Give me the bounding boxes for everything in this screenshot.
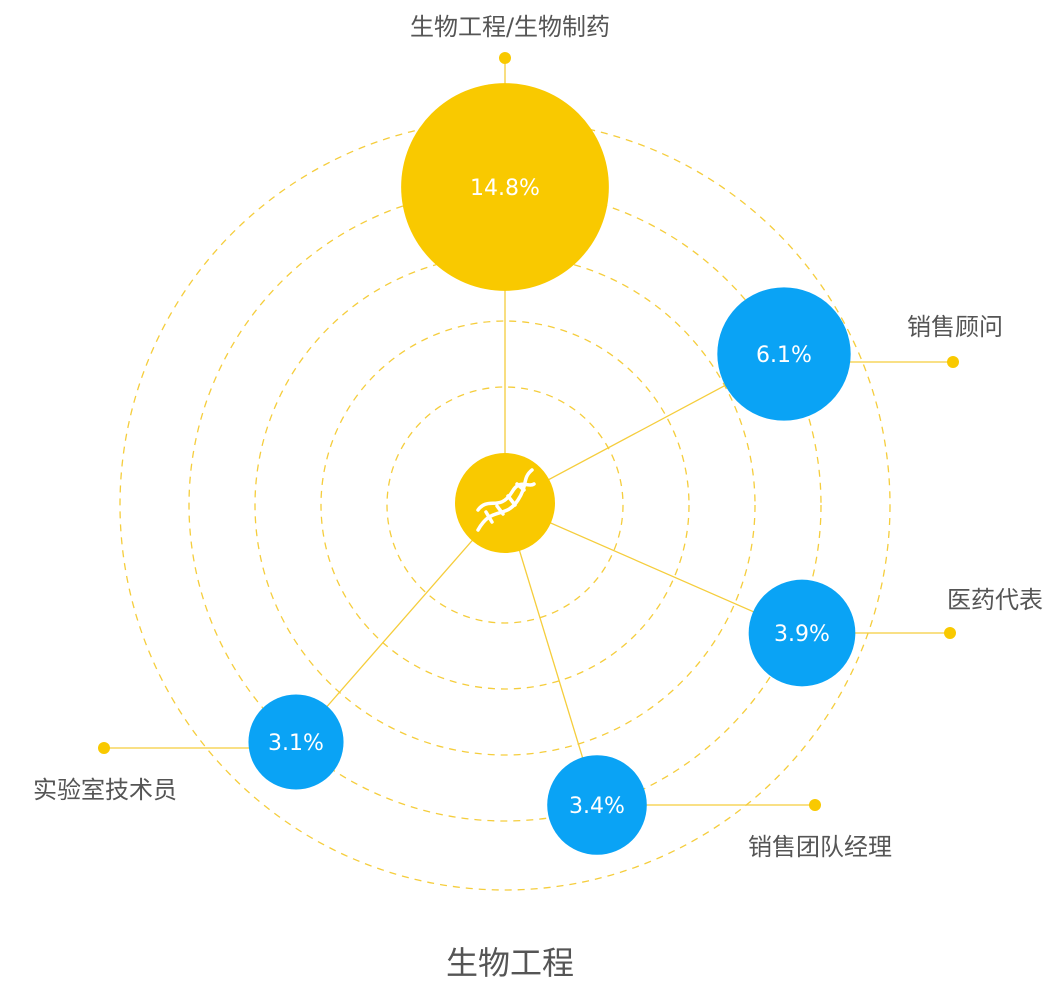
bubble xyxy=(748,579,856,687)
center-icon xyxy=(455,453,555,553)
category-label: 实验室技术员 xyxy=(33,776,177,804)
bubble xyxy=(248,694,344,790)
leader-dot xyxy=(809,799,821,811)
category-label: 医药代表 xyxy=(947,586,1043,614)
link xyxy=(504,502,803,634)
bubble xyxy=(401,83,609,291)
link xyxy=(295,502,506,743)
bubbles: 14.8% 生物工程/生物制药 6.1% 销售顾问 3.9% 医药代表 3.4% 销售团队经理… xyxy=(33,13,1043,861)
bubble xyxy=(547,755,647,855)
category-label: 销售团队经理 xyxy=(748,833,892,861)
value-label: 3.9% xyxy=(774,622,830,647)
category-label: 销售顾问 xyxy=(907,313,1003,341)
value-label: 14.8% xyxy=(470,176,540,201)
leader-dot xyxy=(98,742,110,754)
value-label: 3.4% xyxy=(569,794,625,819)
link xyxy=(504,502,598,806)
chart-title: 生物工程 xyxy=(446,944,574,982)
leader-dot xyxy=(499,52,511,64)
bubble xyxy=(717,287,851,421)
leader-dot xyxy=(947,356,959,368)
category-label: 生物工程/生物制药 xyxy=(410,13,610,41)
value-label: 3.1% xyxy=(268,731,324,756)
value-label: 6.1% xyxy=(756,343,812,368)
leader-dot xyxy=(944,627,956,639)
